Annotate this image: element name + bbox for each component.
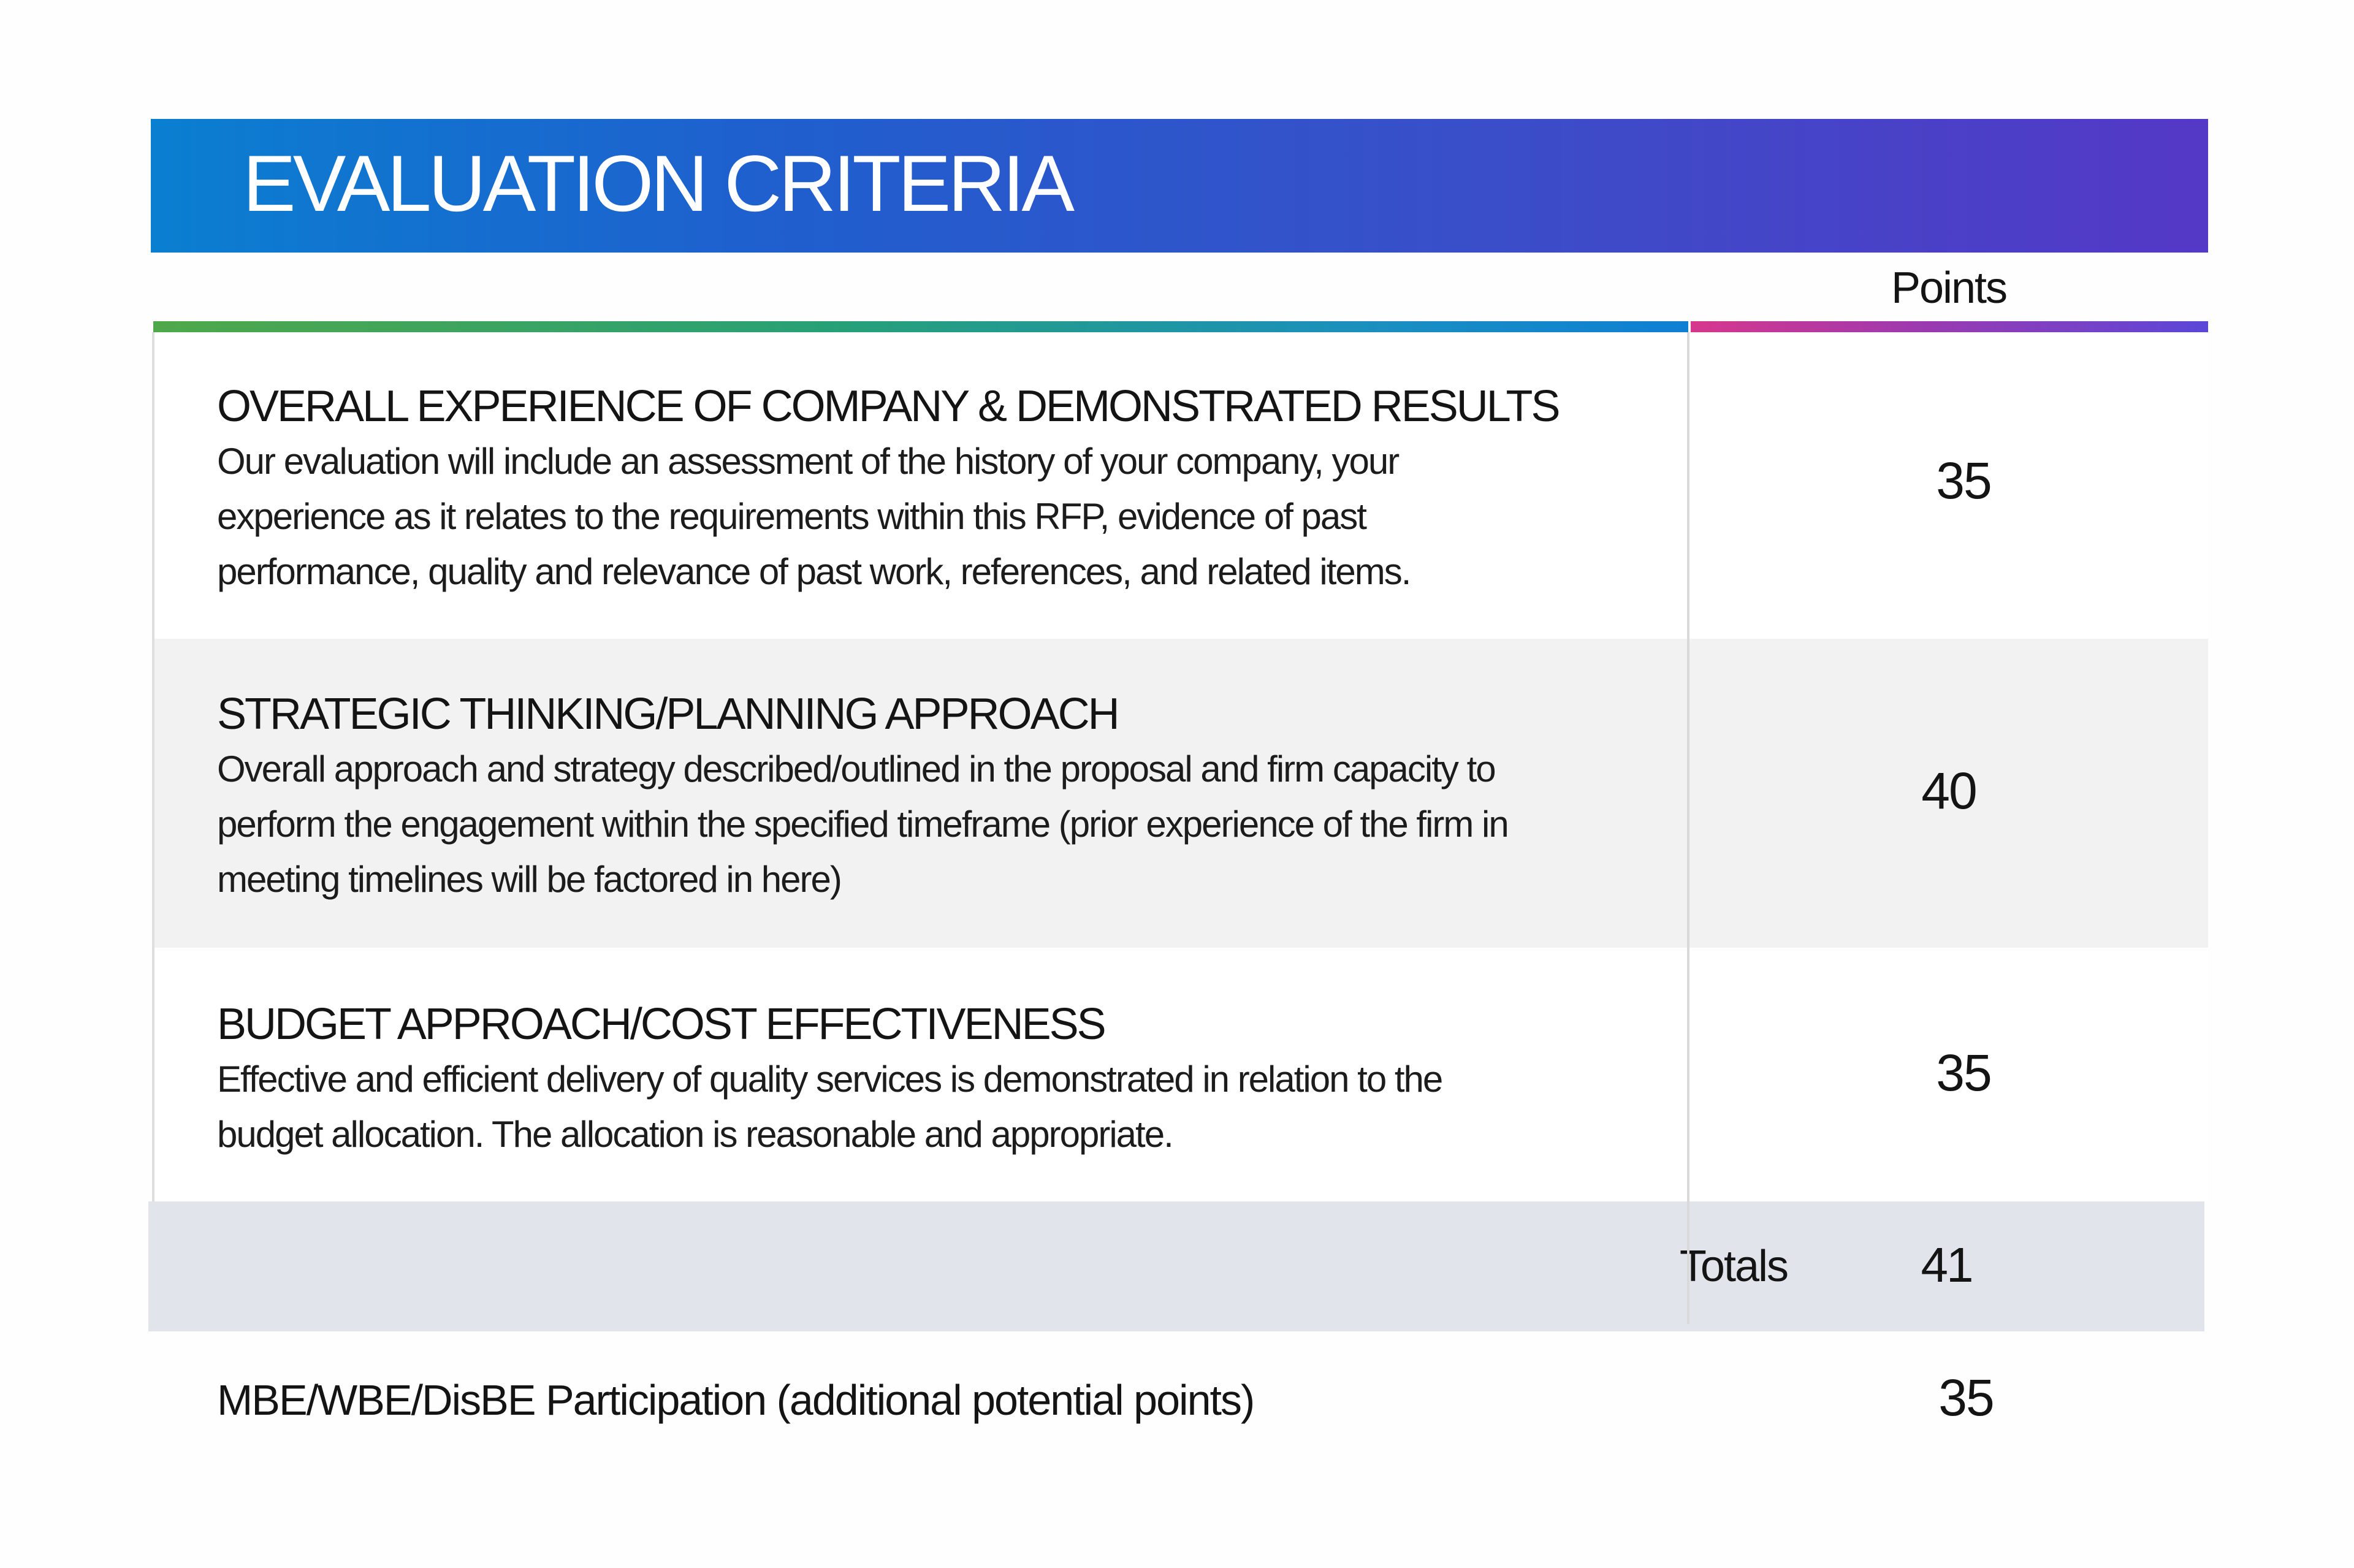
criteria-row: STRATEGIC THINKING/PLANNING APPROACH Ove… (153, 639, 2208, 948)
criteria-cell: OVERALL EXPERIENCE OF COMPANY & DEMONSTR… (217, 379, 1664, 599)
description-line: meeting timelines will be factored in he… (217, 859, 842, 900)
criteria-title: OVERALL EXPERIENCE OF COMPANY & DEMONSTR… (217, 382, 1560, 431)
totals-label: Totals (1679, 1242, 1789, 1291)
additional-points-label: MBE/WBE/DisBE Participation (additional … (217, 1376, 1255, 1424)
header-rule-criteria (153, 321, 1688, 332)
totals-row: Totals 41 (148, 1201, 2204, 1331)
header-banner: EVALUATION CRITERIA (151, 119, 2208, 253)
description-line: performance, quality and relevance of pa… (217, 551, 1411, 592)
table-left-border (152, 332, 154, 1201)
additional-points-value: 35 (1938, 1369, 1994, 1426)
points-column-header: Points (1891, 264, 2008, 313)
criteria-points: 40 (1921, 762, 1977, 820)
criteria-row: OVERALL EXPERIENCE OF COMPANY & DEMONSTR… (153, 332, 2208, 639)
criteria-points: 35 (1936, 1044, 1992, 1102)
description-line: experience as it relates to the requirem… (217, 496, 1367, 537)
description-line: Overall approach and strategy described/… (217, 748, 1496, 790)
criteria-description: Overall approach and strategy described/… (217, 742, 1664, 907)
criteria-title: BUDGET APPROACH/COST EFFECTIVENESS (217, 1000, 1107, 1049)
description-line: budget allocation. The allocation is rea… (217, 1114, 1174, 1155)
description-line: Our evaluation will include an assessmen… (217, 441, 1400, 482)
criteria-description: Our evaluation will include an assessmen… (217, 434, 1664, 599)
criteria-cell: BUDGET APPROACH/COST EFFECTIVENESS Effec… (217, 997, 1664, 1162)
criteria-cell: STRATEGIC THINKING/PLANNING APPROACH Ove… (217, 687, 1664, 907)
column-divider (1687, 332, 1689, 1324)
criteria-points: 35 (1936, 452, 1992, 509)
criteria-row: BUDGET APPROACH/COST EFFECTIVENESS Effec… (153, 948, 2208, 1201)
page-title: EVALUATION CRITERIA (243, 139, 1075, 228)
description-line: perform the engagement within the specif… (217, 804, 1509, 845)
criteria-description: Effective and efficient delivery of qual… (217, 1052, 1664, 1162)
description-line: Effective and efficient delivery of qual… (217, 1059, 1443, 1100)
criteria-title: STRATEGIC THINKING/PLANNING APPROACH (217, 690, 1120, 739)
header-rule-points (1691, 321, 2208, 332)
totals-value: 41 (1921, 1238, 1974, 1292)
